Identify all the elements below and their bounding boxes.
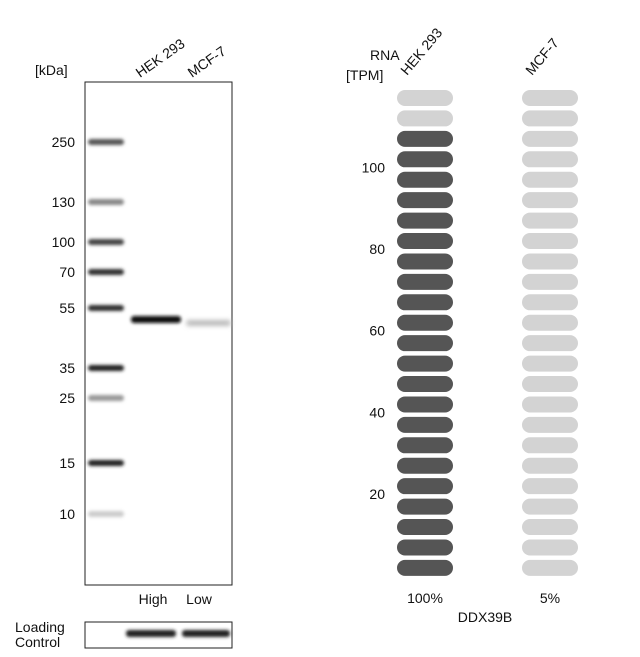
- lane-label: MCF-7: [185, 43, 229, 81]
- pill-filled: [397, 355, 453, 372]
- pill-empty: [522, 519, 578, 536]
- marker-band: [88, 269, 124, 275]
- pill-empty: [522, 376, 578, 393]
- pill-empty: [522, 294, 578, 311]
- loading-band: [182, 630, 230, 637]
- marker-label: 250: [52, 134, 76, 150]
- marker-label: 10: [59, 506, 75, 522]
- marker-band: [88, 139, 124, 145]
- pill-filled: [397, 457, 453, 474]
- pill-empty: [522, 437, 578, 454]
- lane-level: High: [139, 591, 168, 607]
- pill-empty: [397, 90, 453, 106]
- pill-filled: [397, 151, 453, 168]
- pill-empty: [522, 416, 578, 433]
- marker-band: [88, 239, 124, 245]
- marker-label: 35: [59, 360, 75, 376]
- tpm-tick-label: 80: [369, 241, 385, 257]
- rna-label: RNA: [370, 47, 400, 63]
- pill-filled: [397, 335, 453, 352]
- pill-empty: [522, 90, 578, 106]
- loading-label: Control: [15, 634, 60, 650]
- column-percent: 5%: [540, 590, 560, 606]
- pill-empty: [522, 233, 578, 250]
- marker-band: [88, 511, 124, 517]
- marker-band: [88, 460, 124, 466]
- pill-filled: [397, 212, 453, 229]
- tpm-tick-label: 100: [362, 159, 386, 175]
- unit-label: [kDa]: [35, 62, 68, 78]
- pill-filled: [397, 192, 453, 209]
- pill-filled: [397, 396, 453, 413]
- pill-filled: [397, 233, 453, 250]
- pill-empty: [522, 192, 578, 209]
- gene-label: DDX39B: [458, 609, 512, 625]
- pill-empty: [522, 355, 578, 372]
- pill-empty: [522, 539, 578, 556]
- pill-empty: [522, 559, 578, 576]
- pill-empty: [522, 457, 578, 474]
- loading-band: [126, 630, 176, 637]
- pill-filled: [397, 519, 453, 536]
- loading-label: Loading: [15, 619, 65, 635]
- marker-band: [88, 199, 124, 205]
- blot-frame: [84, 81, 233, 586]
- pill-filled: [397, 478, 453, 495]
- pill-filled: [397, 314, 453, 331]
- pill-empty: [397, 110, 453, 127]
- pill-empty: [522, 396, 578, 413]
- pill-filled: [397, 437, 453, 454]
- pill-empty: [522, 498, 578, 515]
- tpm-tick-label: 60: [369, 323, 385, 339]
- marker-band: [88, 395, 124, 401]
- pill-filled: [397, 498, 453, 515]
- pill-filled: [397, 539, 453, 556]
- column-label: MCF-7: [522, 35, 562, 78]
- marker-label: 25: [59, 390, 75, 406]
- sample-band: [186, 320, 231, 326]
- lane-level: Low: [186, 591, 213, 607]
- pill-filled: [397, 273, 453, 290]
- column-label: HEK 293: [397, 25, 445, 78]
- pill-filled: [397, 171, 453, 188]
- pill-filled: [397, 253, 453, 270]
- pill-filled: [397, 559, 453, 576]
- lane-label: HEK 293: [133, 35, 188, 80]
- tpm-tick-label: 40: [369, 404, 385, 420]
- pill-empty: [522, 212, 578, 229]
- pill-empty: [522, 171, 578, 188]
- pill-filled: [397, 416, 453, 433]
- pill-empty: [522, 151, 578, 168]
- tpm-tick-label: 20: [369, 486, 385, 502]
- marker-label: 70: [59, 264, 75, 280]
- column-percent: 100%: [407, 590, 443, 606]
- marker-label: 130: [52, 194, 76, 210]
- sample-band: [131, 316, 181, 323]
- pill-empty: [522, 314, 578, 331]
- pill-empty: [522, 253, 578, 270]
- marker-label: 15: [59, 455, 75, 471]
- pill-empty: [522, 478, 578, 495]
- marker-label: 55: [59, 300, 75, 316]
- marker-band: [88, 365, 124, 371]
- marker-band: [88, 305, 124, 311]
- pill-empty: [522, 273, 578, 290]
- pill-filled: [397, 294, 453, 311]
- pill-empty: [522, 110, 578, 127]
- pill-empty: [522, 335, 578, 352]
- pill-filled: [397, 376, 453, 393]
- pill-filled: [397, 130, 453, 147]
- rna-label: [TPM]: [346, 67, 383, 83]
- marker-label: 100: [52, 234, 76, 250]
- pill-empty: [522, 130, 578, 147]
